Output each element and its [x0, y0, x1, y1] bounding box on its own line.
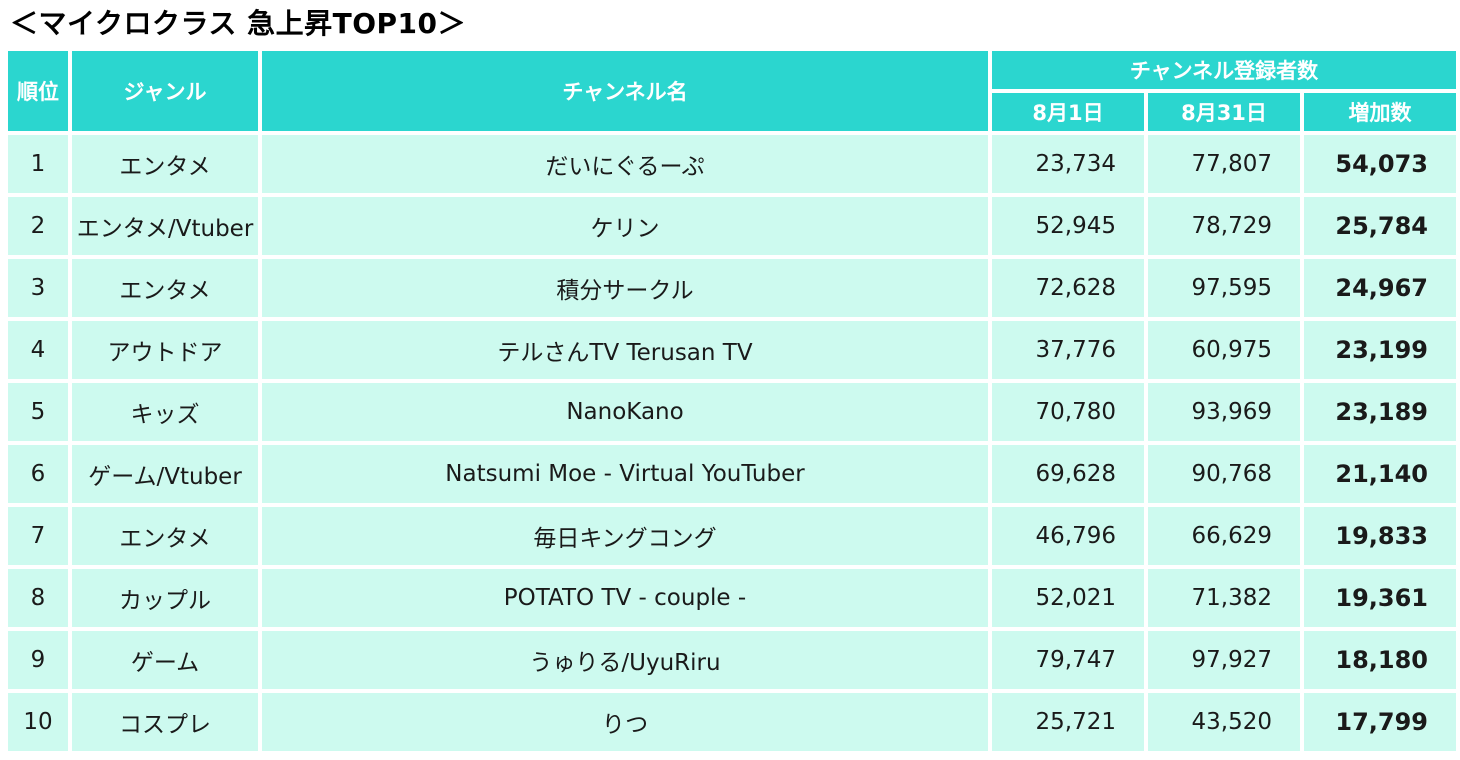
cell-channel-name: POTATO TV - couple -: [262, 569, 988, 627]
cell-genre: コスプレ: [72, 693, 258, 751]
header-genre: ジャンル: [72, 51, 258, 131]
cell-genre: カップル: [72, 569, 258, 627]
cell-subscribers-aug1: 52,945: [992, 197, 1144, 255]
cell-increase: 25,784: [1304, 197, 1456, 255]
cell-subscribers-aug1: 23,734: [992, 135, 1144, 193]
cell-channel-name: うゅりる/UyuRiru: [262, 631, 988, 689]
cell-subscribers-aug1: 46,796: [992, 507, 1144, 565]
table-row: 5 キッズ NanoKano 70,780 93,969 23,189: [8, 383, 1456, 441]
cell-genre: アウトドア: [72, 321, 258, 379]
cell-rank: 2: [8, 197, 68, 255]
cell-rank: 1: [8, 135, 68, 193]
cell-subscribers-aug31: 71,382: [1148, 569, 1300, 627]
cell-genre: キッズ: [72, 383, 258, 441]
cell-channel-name: テルさんTV Terusan TV: [262, 321, 988, 379]
header-increase: 増加数: [1304, 93, 1456, 131]
cell-rank: 4: [8, 321, 68, 379]
table-row: 7 エンタメ 毎日キングコング 46,796 66,629 19,833: [8, 507, 1456, 565]
cell-rank: 10: [8, 693, 68, 751]
table-body: 1 エンタメ だいにぐるーぷ 23,734 77,807 54,073 2 エンタメ/Vtub…: [8, 135, 1456, 751]
cell-subscribers-aug1: 37,776: [992, 321, 1144, 379]
cell-increase: 17,799: [1304, 693, 1456, 751]
header-aug1: 8月1日: [992, 93, 1144, 131]
table-row: 9 ゲーム うゅりる/UyuRiru 79,747 97,927 18,180: [8, 631, 1456, 689]
table-row: 10 コスプレ りつ 25,721 43,520 17,799: [8, 693, 1456, 751]
cell-subscribers-aug1: 69,628: [992, 445, 1144, 503]
table-row: 1 エンタメ だいにぐるーぷ 23,734 77,807 54,073: [8, 135, 1456, 193]
cell-subscribers-aug31: 60,975: [1148, 321, 1300, 379]
cell-subscribers-aug1: 72,628: [992, 259, 1144, 317]
cell-rank: 9: [8, 631, 68, 689]
cell-subscribers-aug1: 79,747: [992, 631, 1144, 689]
cell-increase: 18,180: [1304, 631, 1456, 689]
header-rank: 順位: [8, 51, 68, 131]
cell-genre: エンタメ: [72, 259, 258, 317]
cell-subscribers-aug31: 97,595: [1148, 259, 1300, 317]
cell-rank: 8: [8, 569, 68, 627]
cell-subscribers-aug31: 90,768: [1148, 445, 1300, 503]
table-subheader-row: 8月1日 8月31日 増加数: [8, 93, 1456, 131]
ranking-table: 順位 ジャンル チャンネル名 チャンネル登録者数 8月1日 8月31日 増加数 …: [4, 47, 1460, 755]
cell-subscribers-aug31: 97,927: [1148, 631, 1300, 689]
table-row: 8 カップル POTATO TV - couple -52,021 71,382 19,…: [8, 569, 1456, 627]
cell-subscribers-aug31: 43,520: [1148, 693, 1300, 751]
cell-channel-name: 積分サークル: [262, 259, 988, 317]
cell-channel-name: Natsumi Moe - Virtual YouTuber: [262, 445, 988, 503]
header-subscriber-count: チャンネル登録者数: [992, 51, 1456, 89]
cell-increase: 24,967: [1304, 259, 1456, 317]
cell-channel-name: りつ: [262, 693, 988, 751]
cell-rank: 5: [8, 383, 68, 441]
cell-increase: 19,361: [1304, 569, 1456, 627]
cell-subscribers-aug1: 25,721: [992, 693, 1144, 751]
cell-subscribers-aug31: 78,729: [1148, 197, 1300, 255]
cell-subscribers-aug31: 66,629: [1148, 507, 1300, 565]
header-aug31: 8月31日: [1148, 93, 1300, 131]
cell-channel-name: だいにぐるーぷ: [262, 135, 988, 193]
page-title: ＜マイクロクラス 急上昇TOP10＞: [10, 7, 467, 40]
cell-rank: 3: [8, 259, 68, 317]
cell-genre: ゲーム/Vtuber: [72, 445, 258, 503]
cell-genre: ゲーム: [72, 631, 258, 689]
cell-genre: エンタメ: [72, 135, 258, 193]
cell-channel-name: ケリン: [262, 197, 988, 255]
table-row: 6 ゲーム/Vtuber Natsumi Moe - Virtual YouTube…: [8, 445, 1456, 503]
cell-increase: 54,073: [1304, 135, 1456, 193]
cell-subscribers-aug31: 93,969: [1148, 383, 1300, 441]
cell-channel-name: NanoKano: [262, 383, 988, 441]
cell-rank: 6: [8, 445, 68, 503]
cell-channel-name: 毎日キングコング: [262, 507, 988, 565]
table-row: 4 アウトドア テルさんTV Terusan TV 37,776 60,975 23,19…: [8, 321, 1456, 379]
cell-rank: 7: [8, 507, 68, 565]
cell-increase: 23,189: [1304, 383, 1456, 441]
header-channel-name: チャンネル名: [262, 51, 988, 131]
cell-genre: エンタメ/Vtuber: [72, 197, 258, 255]
table-header-row: 順位 ジャンル チャンネル名 チャンネル登録者数: [8, 51, 1456, 131]
cell-subscribers-aug1: 52,021: [992, 569, 1144, 627]
table-row: 2 エンタメ/Vtuber ケリン 52,945 78,729 25,784: [8, 197, 1456, 255]
cell-increase: 19,833: [1304, 507, 1456, 565]
cell-subscribers-aug31: 77,807: [1148, 135, 1300, 193]
cell-increase: 21,140: [1304, 445, 1456, 503]
cell-genre: エンタメ: [72, 507, 258, 565]
cell-subscribers-aug1: 70,780: [992, 383, 1144, 441]
table-row: 3 エンタメ 積分サークル 72,628 97,595 24,967: [8, 259, 1456, 317]
cell-increase: 23,199: [1304, 321, 1456, 379]
